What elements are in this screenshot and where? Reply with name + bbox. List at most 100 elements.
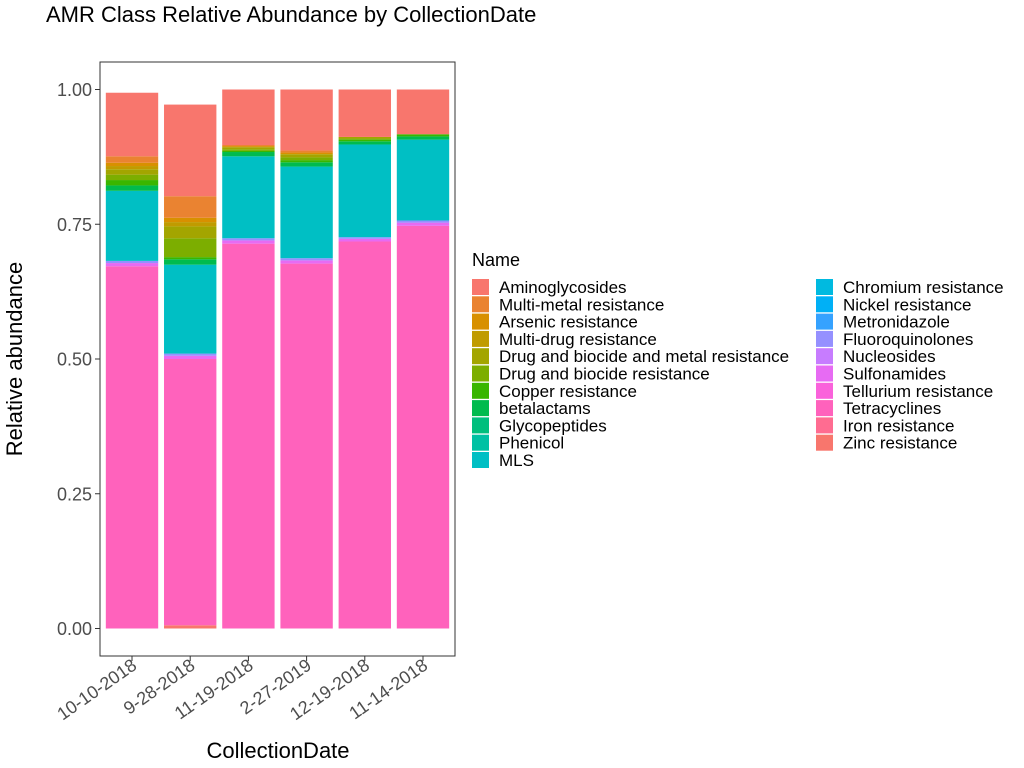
bar-segment [338,139,391,142]
bar-segment [164,625,217,629]
legend-key [816,434,833,451]
legend-key [472,434,489,451]
bar-segment [280,162,333,167]
bar-segment [164,359,217,626]
legend-label: Phenicol [499,434,564,453]
legend-key [472,279,489,295]
bar-segment [396,89,450,135]
legend-label: Copper resistance [499,382,637,401]
bar-segment [164,104,217,197]
legend-label: betalactams [499,399,591,418]
x-axis: 10-10-20189-28-201811-19-20182-27-201912… [53,655,431,724]
bar-segment [164,222,217,227]
bar-segment [105,174,159,181]
legend-label: Multi-metal resistance [499,295,664,314]
legend-key [472,452,489,468]
bar-segment [222,238,275,241]
bar-segment [222,243,275,629]
y-tick-label: 0.00 [57,619,92,639]
legend-label: Arsenic resistance [499,313,638,332]
bar-segment [280,166,333,259]
bar-segment [105,190,159,261]
legend-key [472,365,489,382]
bar-segment [222,145,275,147]
bar-segment [396,225,450,629]
legend-label: Multi-drug resistance [499,330,657,349]
bar-segment [338,136,391,139]
bar-segment [222,150,275,153]
legend-label: Sulfonamides [843,365,946,384]
legend-label: Metronidazole [843,313,950,332]
bar-segment [105,260,159,264]
legend-key [816,313,833,330]
legend-key [816,400,833,417]
bar-segment [105,263,159,267]
y-tick-label: 0.75 [57,215,92,235]
legend-key [816,417,833,434]
bar-segment [280,89,333,151]
bar-segment [280,263,333,629]
legend-label: MLS [499,451,534,470]
bar-segment [105,92,159,157]
bar-segment [280,160,333,163]
bar-segment [222,152,275,157]
y-axis-title: Relative abundance [2,262,27,456]
bar-segment [164,217,217,223]
bar-segment [105,169,159,175]
bar-segment [222,89,275,146]
plot-panel [99,61,456,657]
bar-segment [396,139,450,221]
bar-segment [338,144,391,238]
bar-segment [222,240,275,244]
bars-group [105,89,450,629]
legend-label: Nucleosides [843,347,936,366]
bar-segment [164,226,217,239]
bar-segment [280,157,333,161]
legend-label: Aminoglycosides [499,278,627,297]
legend-key [816,296,833,313]
bar-segment [396,222,450,226]
legend-key [472,417,489,434]
bar-segment [338,237,391,239]
legend-label: Drug and biocide resistance [499,365,710,384]
bar-segment [222,146,275,148]
bar-segment [222,147,275,150]
bar-segment [222,149,275,151]
bar-segment [280,258,333,261]
legend-label: Fluoroquinolones [843,330,973,349]
bar-segment [164,264,217,354]
bar-segment [164,257,217,260]
bar-segment [280,154,333,158]
legend-label: Tetracyclines [843,399,941,418]
legend-key [472,313,489,330]
legend-key [816,279,833,295]
bar-segment [338,241,391,629]
bar-segment [105,185,159,191]
bar-segment [280,150,333,153]
bar-segment [280,152,333,155]
bar-segment [280,260,333,264]
legend-key [816,348,833,365]
legend-key [472,382,489,399]
legend-key [472,348,489,365]
bar-segment [105,266,159,629]
bar-segment [164,259,217,265]
legend-label: Chromium resistance [843,278,1004,297]
legend-key [816,330,833,347]
bar-segment [338,89,391,137]
legend-label: Nickel resistance [843,295,972,314]
legend-key [472,400,489,417]
legend-key [816,382,833,399]
legend-key [472,296,489,313]
bar-segment [222,156,275,239]
legend-label: Iron resistance [843,416,955,435]
bar-segment [396,136,450,140]
legend-key [472,330,489,347]
bar-segment [105,180,159,186]
bar-segment [105,156,159,163]
bar-segment [338,138,391,140]
bar-segment [105,162,159,167]
legend-key [816,365,833,382]
